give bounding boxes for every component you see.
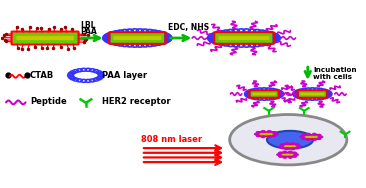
FancyBboxPatch shape	[283, 145, 297, 148]
Circle shape	[292, 155, 297, 157]
Circle shape	[312, 133, 317, 135]
Circle shape	[280, 143, 285, 146]
Circle shape	[302, 134, 306, 136]
Circle shape	[292, 152, 297, 154]
Circle shape	[256, 135, 260, 137]
Circle shape	[319, 136, 323, 138]
Circle shape	[288, 156, 292, 158]
Circle shape	[267, 130, 272, 133]
Circle shape	[297, 145, 301, 147]
Text: PAA: PAA	[80, 27, 97, 36]
FancyBboxPatch shape	[284, 146, 296, 147]
Circle shape	[261, 130, 265, 133]
Circle shape	[291, 143, 295, 145]
Text: LBL: LBL	[80, 21, 96, 30]
FancyBboxPatch shape	[259, 133, 274, 136]
Circle shape	[278, 152, 283, 154]
Circle shape	[285, 148, 289, 150]
Text: Peptide: Peptide	[30, 97, 67, 106]
Circle shape	[256, 131, 260, 133]
FancyBboxPatch shape	[113, 36, 161, 40]
Ellipse shape	[267, 131, 313, 149]
Circle shape	[283, 156, 287, 158]
Circle shape	[272, 131, 276, 133]
FancyBboxPatch shape	[251, 91, 278, 97]
Text: HER2 receptor: HER2 receptor	[102, 97, 171, 106]
Circle shape	[306, 133, 310, 135]
Circle shape	[288, 151, 292, 153]
Circle shape	[294, 154, 299, 156]
FancyBboxPatch shape	[304, 135, 318, 139]
FancyBboxPatch shape	[300, 93, 324, 95]
Circle shape	[254, 133, 258, 135]
FancyBboxPatch shape	[299, 91, 326, 97]
Circle shape	[285, 143, 289, 145]
Circle shape	[267, 136, 272, 138]
Circle shape	[274, 133, 278, 135]
FancyBboxPatch shape	[219, 36, 269, 40]
Circle shape	[277, 154, 281, 156]
FancyBboxPatch shape	[215, 33, 272, 43]
Circle shape	[272, 135, 276, 137]
Text: 808 nm laser: 808 nm laser	[141, 135, 202, 144]
Text: PAA layer: PAA layer	[102, 71, 147, 80]
FancyBboxPatch shape	[281, 153, 294, 156]
Circle shape	[317, 137, 321, 140]
FancyBboxPatch shape	[260, 133, 273, 135]
Circle shape	[306, 139, 310, 141]
Circle shape	[300, 136, 304, 138]
FancyBboxPatch shape	[16, 36, 74, 40]
FancyBboxPatch shape	[305, 136, 317, 138]
FancyBboxPatch shape	[111, 33, 164, 43]
FancyBboxPatch shape	[13, 32, 77, 44]
Circle shape	[278, 155, 283, 157]
Circle shape	[312, 139, 317, 141]
Text: Incubation
with cells: Incubation with cells	[313, 67, 357, 80]
Text: CTAB: CTAB	[30, 71, 54, 80]
Circle shape	[291, 148, 295, 150]
Circle shape	[302, 137, 306, 140]
Circle shape	[295, 143, 300, 146]
Circle shape	[261, 136, 265, 138]
FancyBboxPatch shape	[252, 93, 276, 95]
FancyBboxPatch shape	[282, 154, 293, 155]
Circle shape	[317, 134, 321, 136]
Circle shape	[295, 147, 300, 149]
Circle shape	[280, 147, 285, 149]
Ellipse shape	[230, 114, 347, 165]
Circle shape	[283, 151, 287, 153]
Circle shape	[279, 145, 283, 147]
Text: EDC, NHS: EDC, NHS	[168, 23, 209, 32]
